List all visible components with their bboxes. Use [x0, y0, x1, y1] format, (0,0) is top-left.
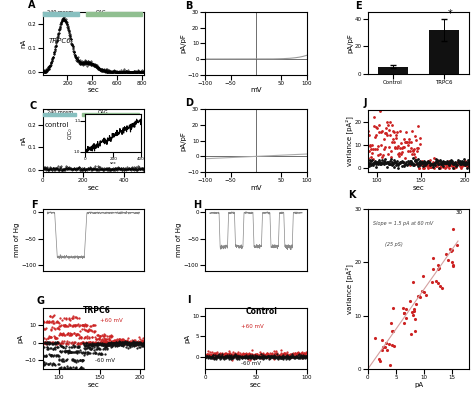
Text: 240 mosm: 240 mosm [47, 110, 73, 115]
Text: B: B [185, 1, 192, 11]
Text: +60 mV: +60 mV [241, 324, 264, 329]
Bar [86, 12, 142, 15]
Text: C: C [29, 101, 36, 111]
Y-axis label: pA: pA [18, 334, 23, 343]
Y-axis label: pA/pF: pA/pF [347, 33, 353, 53]
Text: TRPC6: TRPC6 [49, 39, 72, 44]
Text: control: control [45, 122, 69, 128]
Text: J: J [363, 98, 367, 108]
Text: E: E [355, 1, 362, 11]
Y-axis label: variance [pA²]: variance [pA²] [345, 116, 353, 166]
Y-axis label: pA/pF: pA/pF [180, 131, 186, 150]
Bar [43, 113, 76, 116]
Bar [429, 30, 459, 73]
Y-axis label: mm of Hg: mm of Hg [176, 223, 182, 257]
Text: 30: 30 [455, 210, 462, 216]
Text: OAG: OAG [96, 10, 107, 15]
X-axis label: sec: sec [88, 185, 100, 191]
X-axis label: sec: sec [250, 382, 262, 388]
Text: H: H [193, 200, 201, 210]
Text: I: I [187, 295, 191, 306]
Bar [378, 67, 408, 73]
Y-axis label: nA: nA [20, 136, 26, 145]
Y-axis label: nA: nA [20, 39, 26, 48]
X-axis label: pA: pA [414, 382, 423, 388]
Y-axis label: mm of Hg: mm of Hg [14, 223, 20, 257]
Text: Slope = 1.5 pA at 60 mV: Slope = 1.5 pA at 60 mV [374, 221, 434, 226]
X-axis label: mV: mV [250, 185, 262, 191]
Bar [82, 113, 139, 116]
Text: Control: Control [246, 307, 278, 316]
X-axis label: mV: mV [250, 87, 262, 93]
Text: OAG: OAG [98, 110, 108, 115]
Text: A: A [28, 0, 35, 10]
Text: (25 pS): (25 pS) [384, 243, 402, 247]
Text: +60 mV: +60 mV [100, 318, 122, 323]
Y-axis label: pA: pA [184, 334, 191, 343]
Text: TRPC6: TRPC6 [83, 306, 111, 315]
X-axis label: sec: sec [88, 87, 100, 93]
Text: F: F [31, 200, 37, 210]
Y-axis label: variance [pA²]: variance [pA²] [345, 264, 353, 314]
Text: -60 mV: -60 mV [241, 361, 261, 366]
X-axis label: sec: sec [412, 185, 424, 191]
Text: G: G [36, 296, 44, 306]
Bar [43, 12, 79, 15]
Text: D: D [185, 98, 193, 108]
Text: 240 mosm: 240 mosm [47, 10, 73, 15]
Text: -60 mV: -60 mV [95, 358, 116, 363]
Y-axis label: pA/pF: pA/pF [180, 33, 186, 53]
Text: *: * [448, 10, 453, 19]
X-axis label: sec: sec [88, 382, 100, 388]
Text: K: K [348, 191, 356, 200]
